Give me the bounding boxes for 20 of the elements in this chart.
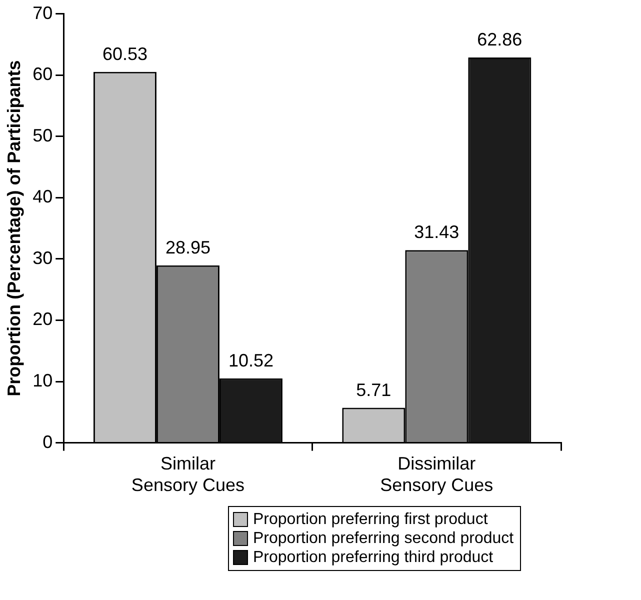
- x-tick-label: Similar Sensory Cues: [131, 454, 244, 496]
- y-tick-label: 10: [32, 370, 53, 390]
- data-label: 10.52: [228, 350, 274, 370]
- y-tick-label: 30: [32, 248, 53, 268]
- y-tick-label: 40: [32, 186, 53, 207]
- legend-label: Proportion preferring third product: [253, 548, 494, 567]
- y-tick-label: 60: [32, 64, 53, 84]
- x-tick-label: Dissimilar Sensory Cues: [380, 454, 494, 496]
- data-label: 5.71: [356, 380, 392, 400]
- y-tick-label: 50: [32, 125, 53, 146]
- legend-label: Proportion preferring second product: [253, 529, 514, 548]
- y-axis-title: Proportion (Percentage) of Participants: [4, 60, 24, 396]
- y-tick-label: 20: [32, 309, 53, 330]
- data-label: 31.43: [414, 222, 460, 242]
- y-tick-label: 70: [32, 2, 53, 23]
- data-label: 28.95: [165, 237, 210, 258]
- data-label: 62.86: [477, 30, 522, 50]
- data-label: 60.53: [102, 44, 148, 64]
- legend-label: Proportion preferring first product: [253, 510, 488, 529]
- y-tick-label: 0: [42, 432, 53, 452]
